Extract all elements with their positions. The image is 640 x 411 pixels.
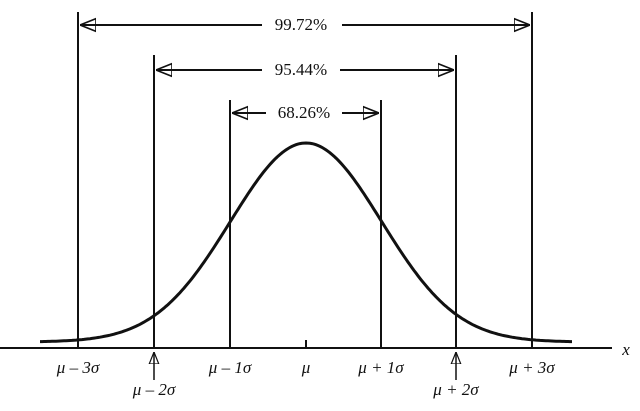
range-label: 95.44% bbox=[275, 60, 327, 79]
tick-label: μ bbox=[301, 358, 311, 377]
range-label: 99.72% bbox=[275, 15, 327, 34]
tick-label: μ + 2σ bbox=[432, 380, 479, 399]
tick-label: μ + 1σ bbox=[357, 358, 404, 377]
tick-label: μ – 3σ bbox=[56, 358, 100, 377]
axis-label: x bbox=[621, 340, 630, 359]
tick-label: μ – 1σ bbox=[208, 358, 252, 377]
bell-curve bbox=[40, 141, 572, 344]
tick-label: μ + 3σ bbox=[508, 358, 555, 377]
range-label: 68.26% bbox=[278, 103, 330, 122]
tick-label: μ – 2σ bbox=[132, 380, 176, 399]
